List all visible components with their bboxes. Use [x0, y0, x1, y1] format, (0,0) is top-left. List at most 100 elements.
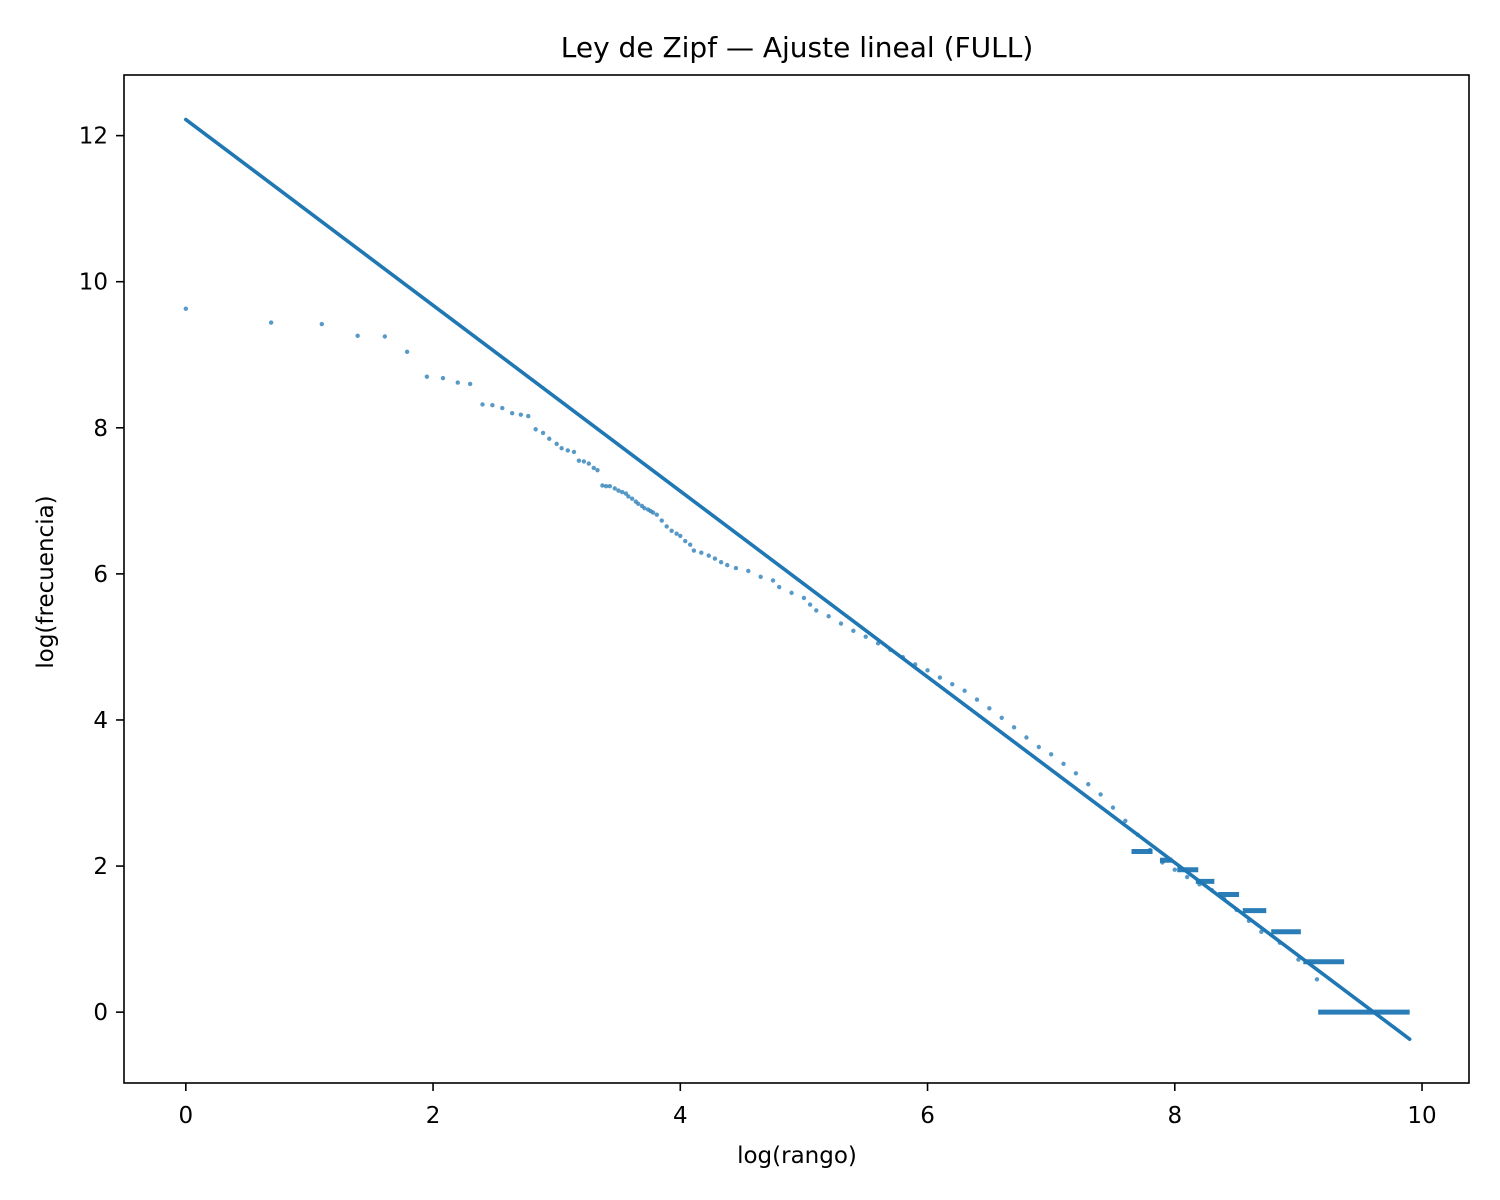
data-point: [319, 321, 324, 327]
data-point: [554, 441, 559, 447]
data-point: [623, 491, 629, 496]
data-point: [1110, 805, 1116, 810]
y-tick-label: 4: [93, 708, 108, 734]
data-point: [533, 427, 538, 432]
data-point: [1160, 860, 1165, 865]
data-point: [636, 501, 641, 506]
y-tick-label: 8: [93, 416, 108, 442]
data-point: [576, 458, 582, 463]
data-point: [999, 715, 1004, 720]
data-point: [725, 562, 730, 568]
data-point: [480, 402, 485, 407]
data-point: [1036, 744, 1041, 750]
x-tick-label: 0: [178, 1103, 193, 1129]
y-tick-label: 10: [79, 270, 108, 296]
data-point: [619, 489, 625, 495]
data-point: [629, 496, 635, 501]
data-point: [595, 467, 600, 473]
data-point: [674, 531, 679, 536]
data-point: [565, 448, 571, 453]
data-point: [1184, 874, 1190, 880]
y-tick-label: 2: [93, 854, 108, 880]
data-point: [1011, 725, 1017, 730]
data-point: [678, 533, 683, 539]
data-point: [591, 465, 596, 471]
x-axis-label: log(rango): [737, 1143, 857, 1169]
y-axis-label: log(frecuencia): [33, 495, 59, 668]
x-tick-label: 6: [920, 1103, 935, 1129]
x-axis-ticks: 0 2 4 6 8 10: [178, 1083, 1437, 1129]
data-point: [1048, 752, 1054, 757]
data-point: [814, 608, 819, 613]
data-point: [642, 505, 647, 511]
data-point: [455, 380, 460, 385]
data-point: [801, 595, 807, 601]
data-point: [718, 560, 724, 565]
data-point: [526, 413, 531, 419]
data-point: [1147, 847, 1153, 853]
data-point: [382, 334, 388, 339]
data-point: [600, 483, 605, 488]
data-point: [807, 602, 813, 607]
data-point: [603, 484, 609, 489]
data-point: [559, 446, 564, 451]
x-tick-label: 10: [1407, 1103, 1436, 1129]
plot-area: [183, 117, 1412, 1041]
data-point: [950, 681, 955, 687]
y-axis-ticks: 0 2 4 6 8 10 12: [79, 124, 124, 1026]
data-point: [1098, 792, 1103, 797]
axes-frame: [123, 74, 1470, 1084]
y-tick-label: 6: [93, 562, 108, 588]
data-point: [650, 510, 656, 515]
data-point: [659, 518, 664, 523]
data-point: [540, 430, 546, 436]
data-point: [268, 320, 274, 325]
x-tick-label: 2: [426, 1103, 441, 1129]
data-point: [1314, 977, 1320, 982]
data-point: [687, 542, 693, 547]
data-point: [424, 374, 430, 379]
data-point: [571, 449, 577, 455]
data-point: [826, 614, 831, 619]
data-point: [699, 550, 704, 555]
data-point: [683, 538, 688, 544]
data-point: [776, 584, 782, 590]
data-point: [664, 524, 669, 529]
data-point: [789, 590, 794, 596]
chart-title: Ley de Zipf — Ajuste lineal (FULL): [561, 31, 1034, 64]
data-point: [404, 349, 410, 355]
data-point: [509, 410, 515, 416]
data-point: [691, 548, 697, 553]
data-point: [612, 486, 617, 491]
x-tick-label: 8: [1167, 1103, 1182, 1129]
data-point: [712, 556, 718, 561]
data-point: [974, 697, 980, 702]
data-point: [654, 512, 660, 517]
data-point: [467, 381, 473, 387]
data-point: [490, 402, 495, 408]
data-point: [355, 333, 360, 338]
data-point: [1086, 782, 1091, 787]
data-point: [937, 675, 943, 680]
data-point: [500, 405, 505, 411]
data-point: [1024, 735, 1029, 740]
data-point: [706, 553, 711, 558]
data-point: [1073, 771, 1079, 776]
data-point: [758, 574, 763, 580]
data-point: [925, 668, 930, 673]
data-point: [607, 484, 613, 489]
data-point: [1172, 867, 1177, 872]
data-point: [547, 436, 552, 441]
data-point: [962, 688, 967, 693]
data-point: [746, 568, 751, 574]
y-tick-label: 0: [93, 1000, 108, 1026]
data-point: [626, 494, 631, 499]
fit-line: [184, 117, 1412, 1041]
data-point: [1123, 818, 1128, 823]
data-point: [851, 628, 856, 634]
data-point: [863, 634, 868, 639]
data-point: [183, 306, 189, 311]
y-tick-label: 12: [79, 124, 108, 150]
